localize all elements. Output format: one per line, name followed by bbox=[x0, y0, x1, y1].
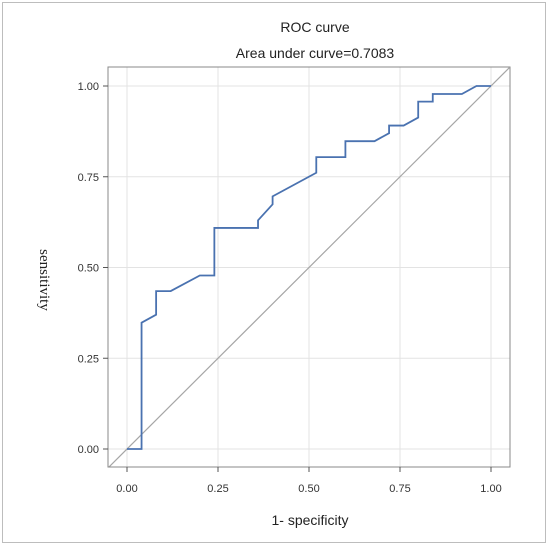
x-tick-label: 0.50 bbox=[298, 483, 319, 495]
y-tick-label: 0.00 bbox=[78, 444, 99, 456]
y-tick-label: 0.75 bbox=[78, 172, 99, 184]
x-tick-label: 0.25 bbox=[207, 483, 228, 495]
x-tick-label: 0.00 bbox=[116, 483, 137, 495]
y-tick-label: 0.50 bbox=[78, 263, 99, 275]
chart-subtitle: Area under curve=0.7083 bbox=[236, 45, 395, 61]
y-tick-label: 1.00 bbox=[78, 81, 99, 93]
x-tick-label: 0.75 bbox=[389, 483, 410, 495]
axis-ticks: 0.00 0.25 0.50 0.75 1.00 0.00 0.25 0.50 0.75 1.00 bbox=[78, 81, 502, 495]
roc-curve-line bbox=[108, 67, 510, 468]
y-axis-label: sensitivity bbox=[36, 249, 52, 311]
y-tick-label: 0.25 bbox=[78, 353, 99, 365]
reference-diagonal-line bbox=[127, 85, 491, 450]
x-tick-label: 1.00 bbox=[480, 483, 501, 495]
series-layer bbox=[108, 67, 510, 468]
x-axis-label: 1- specificity bbox=[271, 512, 348, 528]
chart-frame bbox=[2, 2, 546, 543]
chart-title: ROC curve bbox=[280, 19, 349, 35]
